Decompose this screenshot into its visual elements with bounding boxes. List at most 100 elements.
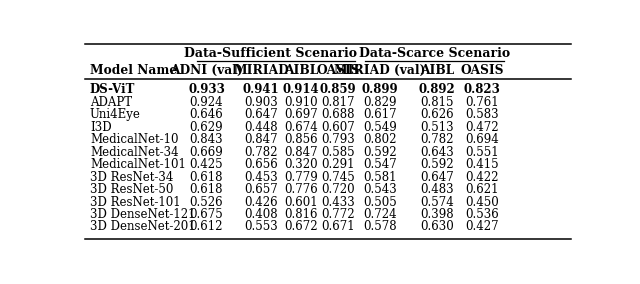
Text: 0.910: 0.910	[284, 96, 317, 109]
Text: 0.671: 0.671	[321, 220, 355, 233]
Text: 0.914: 0.914	[282, 83, 319, 96]
Text: 0.782: 0.782	[420, 133, 454, 146]
Text: 0.782: 0.782	[244, 146, 278, 159]
Text: 0.526: 0.526	[189, 195, 223, 208]
Text: Model Name: Model Name	[90, 64, 177, 77]
Text: I3D: I3D	[90, 121, 111, 134]
Text: 0.647: 0.647	[420, 171, 454, 183]
Text: 0.621: 0.621	[465, 183, 499, 196]
Text: 0.656: 0.656	[244, 158, 278, 171]
Text: 0.583: 0.583	[465, 108, 499, 121]
Text: 0.505: 0.505	[364, 195, 397, 208]
Text: 0.674: 0.674	[284, 121, 317, 134]
Text: 0.601: 0.601	[284, 195, 317, 208]
Text: 0.448: 0.448	[244, 121, 278, 134]
Text: 0.543: 0.543	[364, 183, 397, 196]
Text: 0.675: 0.675	[189, 208, 223, 221]
Text: 0.427: 0.427	[465, 220, 499, 233]
Text: AIBL: AIBL	[420, 64, 454, 77]
Text: OASIS: OASIS	[460, 64, 504, 77]
Text: 0.772: 0.772	[321, 208, 355, 221]
Text: 0.899: 0.899	[362, 83, 398, 96]
Text: 0.720: 0.720	[321, 183, 355, 196]
Text: 0.761: 0.761	[465, 96, 499, 109]
Text: 0.450: 0.450	[465, 195, 499, 208]
Text: 0.607: 0.607	[321, 121, 355, 134]
Text: 3D DenseNet-201: 3D DenseNet-201	[90, 220, 196, 233]
Text: 0.592: 0.592	[364, 146, 397, 159]
Text: 0.415: 0.415	[465, 158, 499, 171]
Text: MedicalNet-10: MedicalNet-10	[90, 133, 179, 146]
Text: MedicalNet-101: MedicalNet-101	[90, 158, 186, 171]
Text: Uni4Eye: Uni4Eye	[90, 108, 141, 121]
Text: 0.630: 0.630	[420, 220, 454, 233]
Text: 0.581: 0.581	[364, 171, 397, 183]
Text: 0.817: 0.817	[321, 96, 355, 109]
Text: 0.618: 0.618	[189, 183, 223, 196]
Text: 0.793: 0.793	[321, 133, 355, 146]
Text: 0.802: 0.802	[364, 133, 397, 146]
Text: ADAPT: ADAPT	[90, 96, 132, 109]
Text: 0.549: 0.549	[364, 121, 397, 134]
Text: 0.592: 0.592	[420, 158, 454, 171]
Text: 3D ResNet-50: 3D ResNet-50	[90, 183, 173, 196]
Text: 0.398: 0.398	[420, 208, 454, 221]
Text: 0.453: 0.453	[244, 171, 278, 183]
Text: Data-Scarce Scenario: Data-Scarce Scenario	[359, 47, 510, 60]
Text: 0.629: 0.629	[189, 121, 223, 134]
Text: 0.892: 0.892	[419, 83, 456, 96]
Text: 0.425: 0.425	[189, 158, 223, 171]
Text: 0.483: 0.483	[420, 183, 454, 196]
Text: 0.823: 0.823	[463, 83, 500, 96]
Text: 0.643: 0.643	[420, 146, 454, 159]
Text: AIBL: AIBL	[284, 64, 318, 77]
Text: 0.547: 0.547	[364, 158, 397, 171]
Text: 0.829: 0.829	[364, 96, 397, 109]
Text: 0.320: 0.320	[284, 158, 317, 171]
Text: 0.856: 0.856	[284, 133, 317, 146]
Text: 0.536: 0.536	[465, 208, 499, 221]
Text: 0.724: 0.724	[364, 208, 397, 221]
Text: 0.694: 0.694	[465, 133, 499, 146]
Text: 0.903: 0.903	[244, 96, 278, 109]
Text: 0.672: 0.672	[284, 220, 317, 233]
Text: 0.669: 0.669	[189, 146, 223, 159]
Text: 0.433: 0.433	[321, 195, 355, 208]
Text: 0.408: 0.408	[244, 208, 278, 221]
Text: 0.657: 0.657	[244, 183, 278, 196]
Text: 0.816: 0.816	[284, 208, 317, 221]
Text: 0.779: 0.779	[284, 171, 317, 183]
Text: 0.291: 0.291	[321, 158, 355, 171]
Text: 0.859: 0.859	[319, 83, 356, 96]
Text: 0.472: 0.472	[465, 121, 499, 134]
Text: 3D ResNet-101: 3D ResNet-101	[90, 195, 180, 208]
Text: 0.847: 0.847	[244, 133, 278, 146]
Text: 0.618: 0.618	[189, 171, 223, 183]
Text: 0.426: 0.426	[244, 195, 278, 208]
Text: 0.551: 0.551	[465, 146, 499, 159]
Text: 0.647: 0.647	[244, 108, 278, 121]
Text: 0.776: 0.776	[284, 183, 317, 196]
Text: 0.626: 0.626	[420, 108, 454, 121]
Text: 0.578: 0.578	[364, 220, 397, 233]
Text: 0.612: 0.612	[189, 220, 223, 233]
Text: 0.646: 0.646	[189, 108, 223, 121]
Text: 0.422: 0.422	[465, 171, 499, 183]
Text: 0.745: 0.745	[321, 171, 355, 183]
Text: DS-ViT: DS-ViT	[90, 83, 135, 96]
Text: MIRIAD: MIRIAD	[233, 64, 289, 77]
Text: 0.815: 0.815	[420, 96, 454, 109]
Text: 0.585: 0.585	[321, 146, 355, 159]
Text: 0.924: 0.924	[189, 96, 223, 109]
Text: Data-Sufficient Scenario: Data-Sufficient Scenario	[184, 47, 358, 60]
Text: 0.843: 0.843	[189, 133, 223, 146]
Text: 0.847: 0.847	[284, 146, 317, 159]
Text: MedicalNet-34: MedicalNet-34	[90, 146, 179, 159]
Text: 3D DenseNet-121: 3D DenseNet-121	[90, 208, 195, 221]
Text: 0.688: 0.688	[321, 108, 355, 121]
Text: 0.513: 0.513	[420, 121, 454, 134]
Text: 0.617: 0.617	[364, 108, 397, 121]
Text: OASIS: OASIS	[316, 64, 360, 77]
Text: 0.553: 0.553	[244, 220, 278, 233]
Text: 0.697: 0.697	[284, 108, 317, 121]
